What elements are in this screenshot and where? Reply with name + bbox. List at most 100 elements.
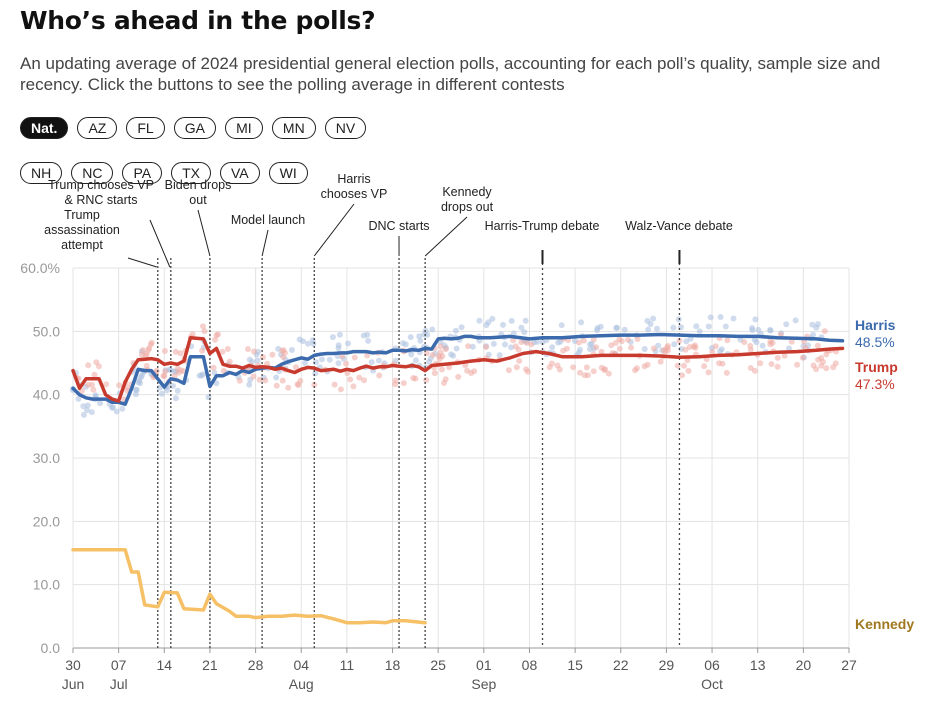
poll-dot [437, 343, 444, 350]
poll-dot [577, 346, 583, 353]
contest-button-pa[interactable]: PA [122, 162, 163, 184]
contest-button-mn[interactable]: MN [271, 117, 316, 139]
poll-dot [632, 367, 639, 374]
poll-dot [361, 377, 367, 384]
event-leader-line [424, 216, 468, 257]
poll-dot [250, 373, 257, 380]
poll-dot [458, 324, 465, 331]
poll-dot [410, 375, 417, 381]
contest-button-fl[interactable]: FL [126, 117, 165, 139]
poll-dot [446, 364, 453, 371]
event-leader-line [149, 219, 171, 268]
poll-dot [516, 357, 523, 364]
contest-button-tx[interactable]: TX [171, 162, 211, 184]
poll-dot [523, 366, 530, 373]
poll-dot [469, 343, 476, 350]
harris-value-label: 48.5% [855, 334, 895, 350]
poll-dot [794, 361, 801, 368]
poll-dot [163, 387, 170, 394]
poll-dot [148, 339, 155, 346]
poll-dot [280, 354, 287, 360]
poll-dot [273, 374, 280, 381]
event-label: Harris [337, 172, 370, 186]
contest-button-ga[interactable]: GA [173, 117, 216, 139]
poll-dot [814, 342, 821, 349]
poll-dot [319, 356, 325, 363]
poll-dot [792, 317, 799, 324]
poll-dot [161, 348, 168, 354]
poll-dot [476, 317, 483, 324]
poll-dot [347, 376, 354, 383]
poll-dot [722, 323, 729, 330]
event-label: DNC starts [368, 219, 429, 233]
poll-dot [769, 339, 776, 346]
poll-dot [593, 344, 600, 351]
poll-dot [213, 332, 220, 339]
poll-dot [119, 405, 126, 412]
contest-button-nh[interactable]: NH [20, 162, 63, 184]
poll-dot [508, 344, 515, 351]
poll-dot [256, 376, 263, 383]
poll-dot [143, 362, 150, 369]
poll-dot [634, 336, 641, 342]
poll-dot [80, 411, 87, 418]
x-tick-day-label: 28 [248, 657, 264, 673]
poll-dot [767, 327, 774, 333]
poll-dot [103, 381, 110, 388]
poll-dot [554, 362, 561, 369]
poll-dot [201, 328, 208, 335]
event-label: Biden drops [165, 178, 232, 192]
poll-dot [429, 352, 436, 358]
poll-dot [707, 314, 714, 321]
poll-dot [80, 403, 87, 410]
contest-button-nat[interactable]: Nat. [20, 117, 69, 139]
event-label: Model launch [231, 213, 305, 227]
contest-button-va[interactable]: VA [220, 162, 260, 184]
y-tick-label: 0.0 [41, 640, 61, 656]
poll-dot [665, 343, 671, 349]
contest-button-wi[interactable]: WI [268, 162, 308, 184]
poll-dot [212, 336, 219, 343]
poll-dot [392, 381, 399, 388]
poll-dot [578, 319, 585, 326]
x-tick-month-label: Aug [289, 676, 314, 692]
poll-dot [132, 386, 139, 393]
poll-dot [768, 361, 775, 368]
x-tick-month-label: Jul [110, 676, 128, 692]
event-label: Trump [64, 208, 100, 222]
poll-dot [326, 356, 333, 363]
poll-dot [655, 342, 662, 349]
poll-dot [273, 382, 280, 389]
poll-dot [692, 344, 699, 351]
contest-button-nv[interactable]: NV [324, 117, 367, 139]
contest-button-nc[interactable]: NC [71, 162, 114, 184]
poll-dot [650, 315, 657, 322]
x-tick-day-label: 07 [111, 657, 127, 673]
poll-dot [170, 382, 176, 389]
poll-dot [345, 340, 351, 347]
poll-dot [84, 407, 90, 414]
event-leader-line [313, 203, 355, 257]
poll-dot [172, 395, 179, 402]
poll-dot [810, 362, 817, 369]
poll-dot [505, 367, 512, 374]
poll-dot [285, 384, 292, 391]
poll-dot [705, 369, 712, 376]
event-leader-line [127, 257, 157, 268]
x-tick-day-label: 27 [841, 657, 857, 673]
poll-dot [521, 329, 528, 336]
poll-dot [583, 364, 590, 371]
poll-dot [576, 339, 582, 346]
event-leader-line [197, 209, 211, 257]
poll-dot [601, 367, 608, 373]
poll-dot [496, 352, 503, 359]
contest-button-az[interactable]: AZ [77, 117, 118, 139]
series-line-harris [71, 332, 845, 406]
poll-dot [360, 332, 367, 339]
poll-dot [205, 394, 212, 401]
trump-name-label: Trump [855, 359, 898, 375]
poll-dot [563, 345, 570, 352]
contest-button-mi[interactable]: MI [224, 117, 263, 139]
poll-dot [757, 360, 764, 367]
poll-dots-layer [70, 314, 839, 418]
